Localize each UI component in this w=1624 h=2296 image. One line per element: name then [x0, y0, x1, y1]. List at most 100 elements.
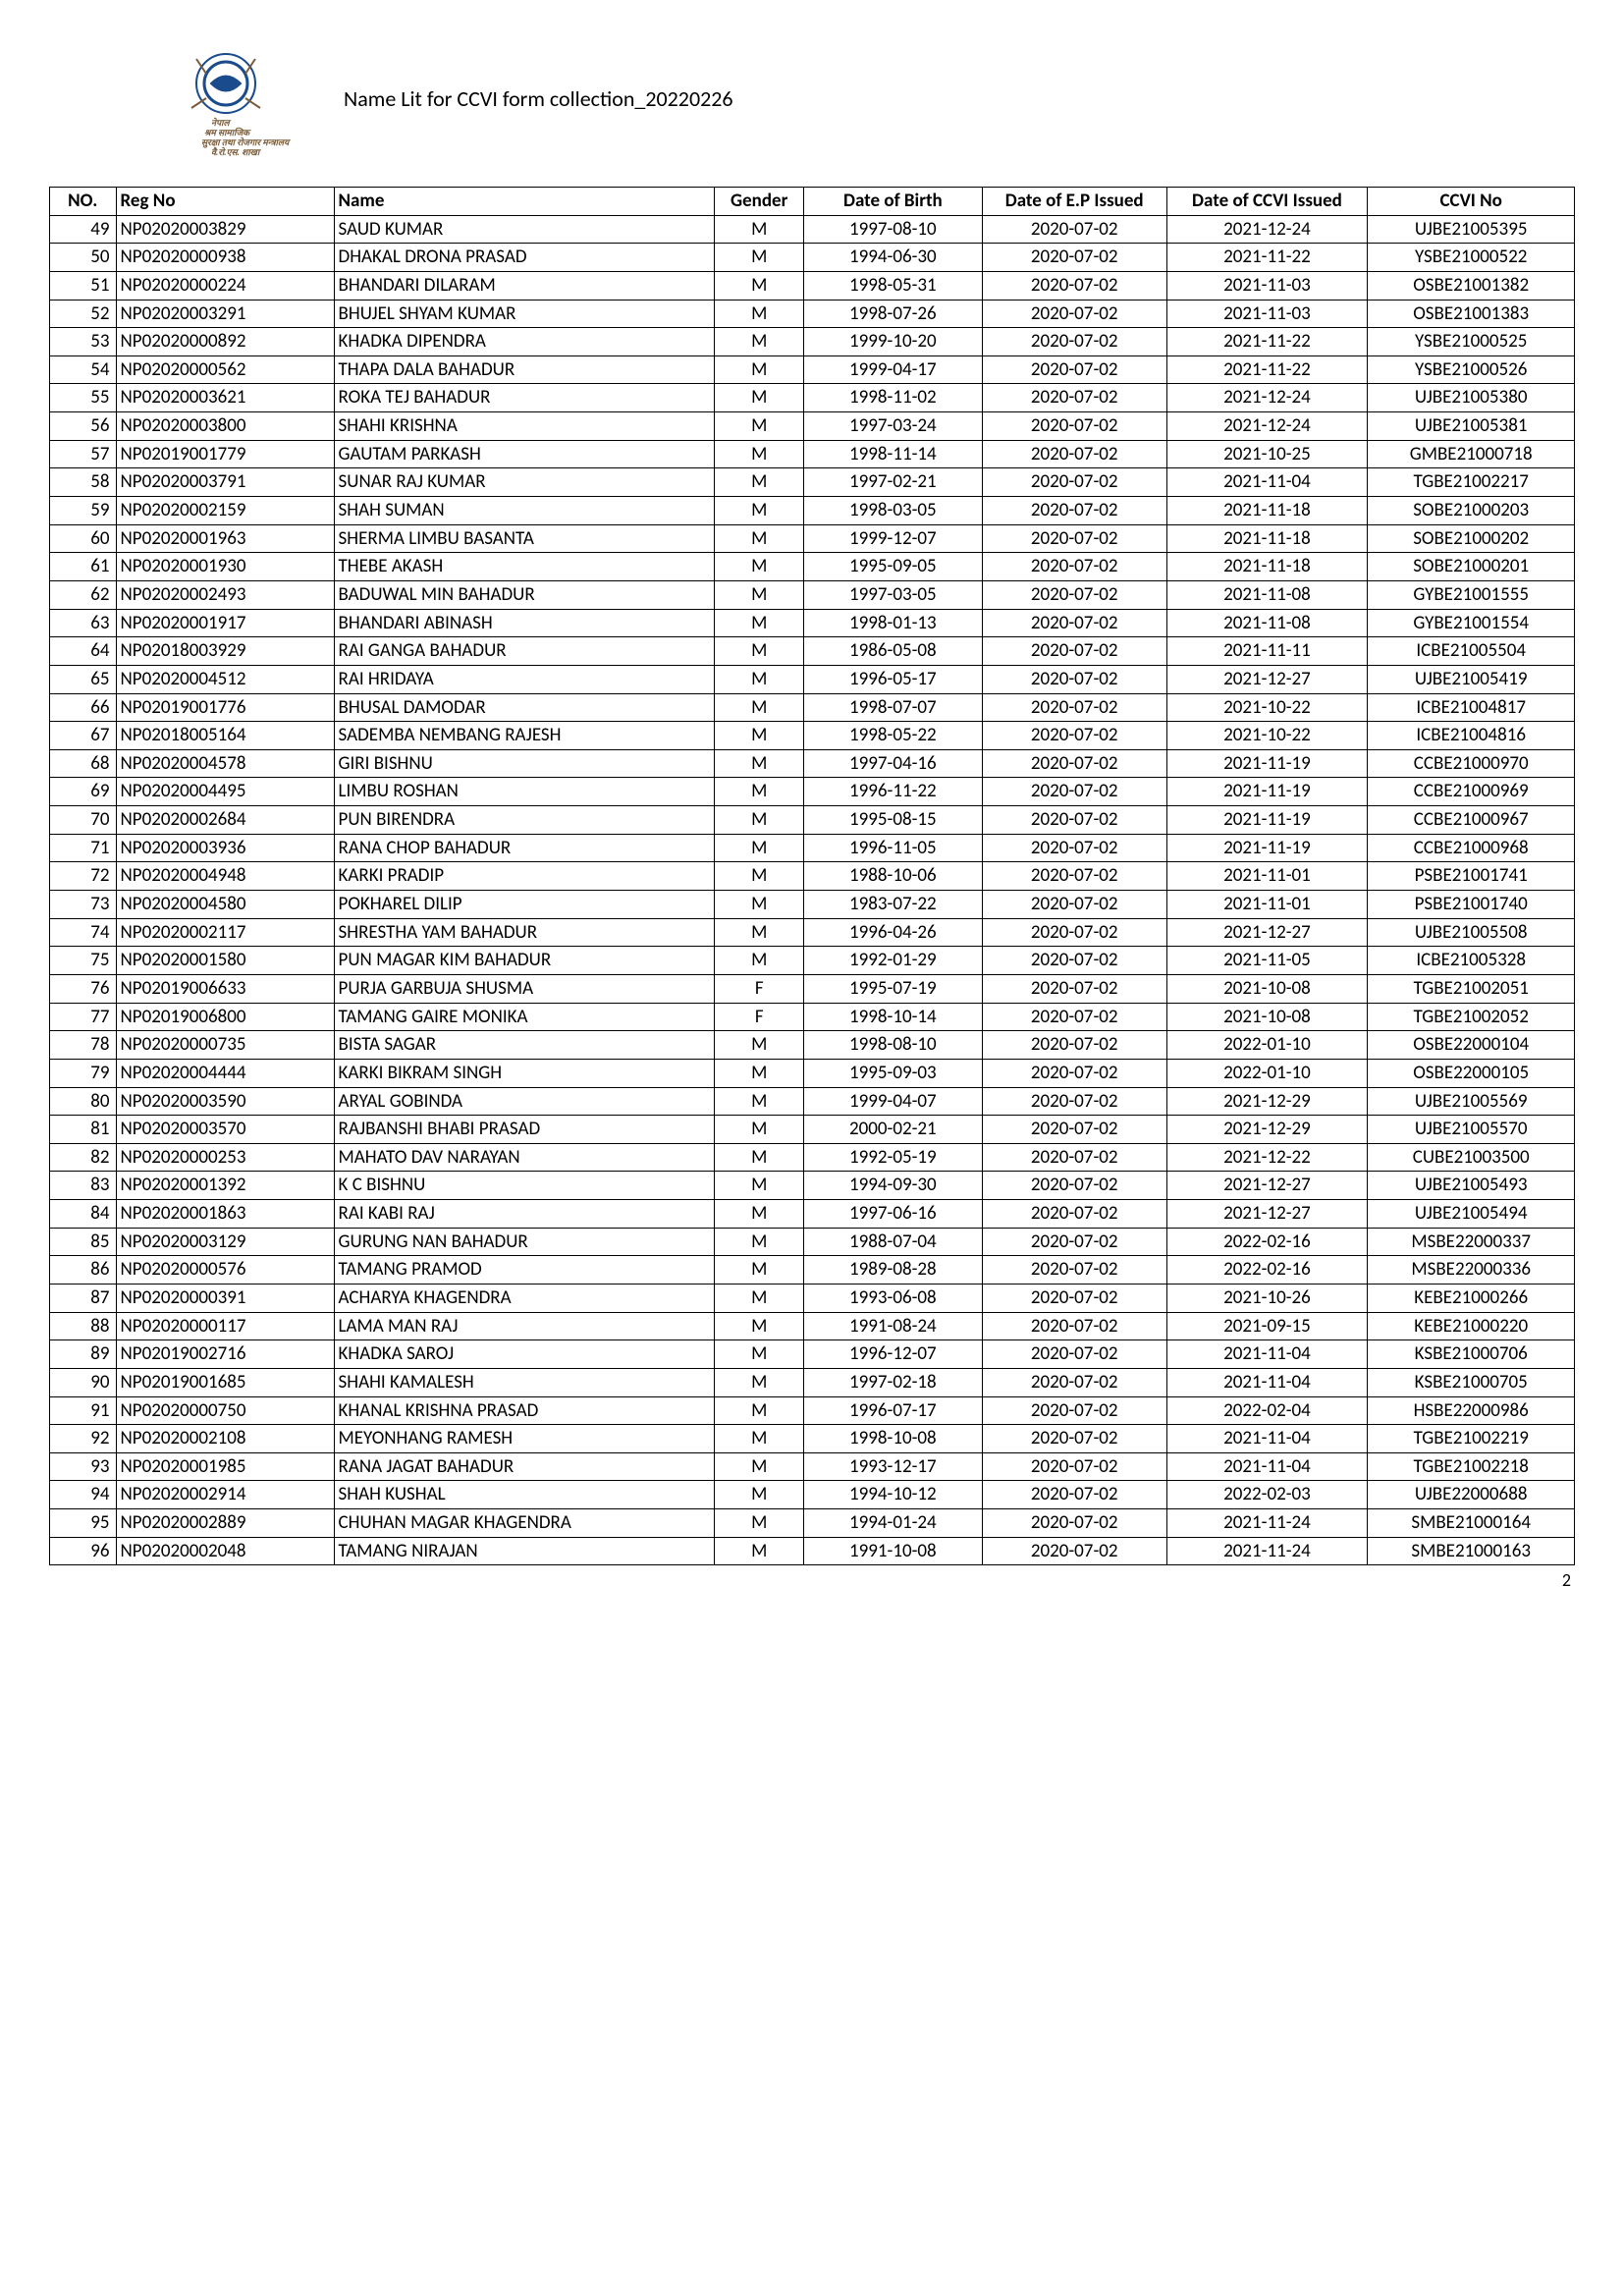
document-title: Name Lit for CCVI form collection_202202… [344, 85, 733, 112]
svg-text:नेपाल: नेपाल [211, 117, 231, 128]
table-row: 89NP02019002716KHADKA SAROJM1996-12-0720… [50, 1340, 1575, 1369]
cell-reg: NP02020004578 [116, 749, 334, 778]
table-row: 79NP02020004444KARKI BIKRAM SINGHM1995-0… [50, 1059, 1575, 1087]
table-row: 54NP02020000562THAPA DALA BAHADURM1999-0… [50, 355, 1575, 384]
cell-dob: 1998-07-07 [803, 693, 982, 722]
cell-no: 86 [50, 1256, 117, 1285]
cell-dob: 1992-05-19 [803, 1143, 982, 1172]
cell-name: BHANDARI ABINASH [334, 609, 715, 637]
cell-gen: M [715, 862, 803, 891]
cell-reg: NP02020002493 [116, 580, 334, 609]
cell-gen: M [715, 1396, 803, 1425]
cell-reg: NP02020003800 [116, 412, 334, 441]
cell-ep: 2020-07-02 [982, 637, 1166, 666]
table-row: 81NP02020003570RAJBANSHI BHABI PRASADM20… [50, 1116, 1575, 1144]
cell-ccvn: YSBE21000525 [1368, 328, 1575, 356]
table-row: 94NP02020002914SHAH KUSHALM1994-10-12202… [50, 1481, 1575, 1509]
cell-gen: M [715, 1509, 803, 1538]
cell-dob: 1994-01-24 [803, 1509, 982, 1538]
cell-ep: 2020-07-02 [982, 497, 1166, 525]
cell-ccvn: TGBE21002219 [1368, 1425, 1575, 1453]
cell-dob: 1998-10-14 [803, 1003, 982, 1031]
cell-reg: NP02020001392 [116, 1172, 334, 1200]
cell-ccvi: 2021-11-01 [1166, 862, 1368, 891]
cell-no: 50 [50, 244, 117, 272]
cell-ccvi: 2021-11-05 [1166, 947, 1368, 975]
cell-ccvi: 2022-02-04 [1166, 1396, 1368, 1425]
cell-name: ACHARYA KHAGENDRA [334, 1284, 715, 1312]
cell-ccvi: 2021-12-22 [1166, 1143, 1368, 1172]
cell-ccvi: 2021-11-19 [1166, 834, 1368, 862]
cell-name: THAPA DALA BAHADUR [334, 355, 715, 384]
cell-ep: 2020-07-02 [982, 1228, 1166, 1256]
cell-dob: 1996-11-22 [803, 778, 982, 806]
cell-dob: 1998-11-14 [803, 440, 982, 468]
col-header-reg: Reg No [116, 188, 334, 216]
cell-reg: NP02020003829 [116, 215, 334, 244]
cell-no: 96 [50, 1537, 117, 1565]
cell-dob: 1995-08-15 [803, 806, 982, 835]
table-row: 74NP02020002117SHRESTHA YAM BAHADURM1996… [50, 918, 1575, 947]
cell-gen: M [715, 1256, 803, 1285]
cell-ccvi: 2021-09-15 [1166, 1312, 1368, 1340]
table-row: 58NP02020003791SUNAR RAJ KUMARM1997-02-2… [50, 468, 1575, 497]
cell-gen: M [715, 1537, 803, 1565]
cell-ccvn: OSBE21001383 [1368, 300, 1575, 328]
cell-gen: M [715, 300, 803, 328]
cell-ccvn: UJBE21005380 [1368, 384, 1575, 412]
cell-gen: M [715, 722, 803, 750]
cell-dob: 1993-06-08 [803, 1284, 982, 1312]
cell-ccvn: OSBE22000105 [1368, 1059, 1575, 1087]
cell-no: 95 [50, 1509, 117, 1538]
cell-ccvi: 2021-10-26 [1166, 1284, 1368, 1312]
svg-text:वै.रो.एस. शाखा: वै.रो.एस. शाखा [211, 146, 262, 157]
cell-ep: 2020-07-02 [982, 1452, 1166, 1481]
cell-no: 76 [50, 974, 117, 1003]
cell-dob: 1994-10-12 [803, 1481, 982, 1509]
cell-gen: F [715, 974, 803, 1003]
cell-ccvn: UJBE22000688 [1368, 1481, 1575, 1509]
table-row: 56NP02020003800SHAHI KRISHNAM1997-03-242… [50, 412, 1575, 441]
table-row: 76NP02019006633PURJA GARBUJA SHUSMAF1995… [50, 974, 1575, 1003]
cell-ccvi: 2021-11-19 [1166, 778, 1368, 806]
cell-name: GURUNG NAN BAHADUR [334, 1228, 715, 1256]
cell-no: 85 [50, 1228, 117, 1256]
cell-no: 69 [50, 778, 117, 806]
cell-name: SHAH SUMAN [334, 497, 715, 525]
cell-no: 71 [50, 834, 117, 862]
cell-ccvi: 2021-12-27 [1166, 665, 1368, 693]
cell-ccvn: OSBE22000104 [1368, 1031, 1575, 1060]
cell-ccvn: PSBE21001740 [1368, 891, 1575, 919]
cell-ep: 2020-07-02 [982, 1003, 1166, 1031]
cell-no: 57 [50, 440, 117, 468]
cell-ccvi: 2021-11-18 [1166, 497, 1368, 525]
cell-ep: 2020-07-02 [982, 1425, 1166, 1453]
cell-reg: NP02020000117 [116, 1312, 334, 1340]
cell-gen: M [715, 609, 803, 637]
table-row: 55NP02020003621ROKA TEJ BAHADURM1998-11-… [50, 384, 1575, 412]
cell-gen: M [715, 1087, 803, 1116]
cell-name: SUNAR RAJ KUMAR [334, 468, 715, 497]
cell-ccvi: 2021-11-08 [1166, 609, 1368, 637]
cell-reg: NP02020003291 [116, 300, 334, 328]
table-row: 96NP02020002048TAMANG NIRAJANM1991-10-08… [50, 1537, 1575, 1565]
cell-ccvi: 2022-01-10 [1166, 1031, 1368, 1060]
cell-dob: 1996-05-17 [803, 665, 982, 693]
cell-ccvi: 2022-02-16 [1166, 1256, 1368, 1285]
cell-gen: M [715, 891, 803, 919]
table-row: 59NP02020002159SHAH SUMANM1998-03-052020… [50, 497, 1575, 525]
cell-name: BHUSAL DAMODAR [334, 693, 715, 722]
cell-name: THEBE AKASH [334, 553, 715, 581]
cell-reg: NP02020002159 [116, 497, 334, 525]
cell-no: 79 [50, 1059, 117, 1087]
cell-dob: 1998-01-13 [803, 609, 982, 637]
cell-ccvn: ICBE21005328 [1368, 947, 1575, 975]
cell-no: 65 [50, 665, 117, 693]
cell-name: TAMANG NIRAJAN [334, 1537, 715, 1565]
cell-ep: 2020-07-02 [982, 665, 1166, 693]
table-row: 87NP02020000391ACHARYA KHAGENDRAM1993-06… [50, 1284, 1575, 1312]
col-header-ccvi: Date of CCVI Issued [1166, 188, 1368, 216]
cell-ccvi: 2021-12-24 [1166, 412, 1368, 441]
table-row: 91NP02020000750KHANAL KRISHNA PRASADM199… [50, 1396, 1575, 1425]
cell-name: KARKI BIKRAM SINGH [334, 1059, 715, 1087]
